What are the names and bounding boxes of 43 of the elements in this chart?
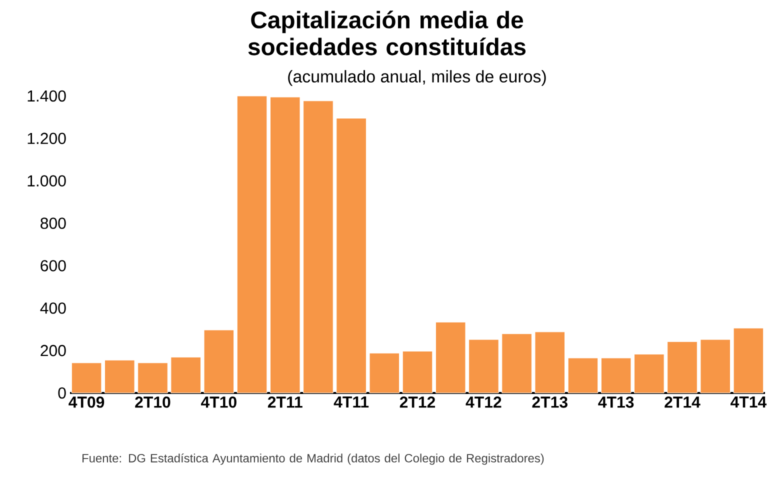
bar bbox=[435, 322, 466, 394]
bar bbox=[204, 330, 234, 394]
x-tick-label: 4T13 bbox=[598, 396, 634, 408]
bar bbox=[534, 332, 566, 394]
x-tick-label: 4T12 bbox=[466, 396, 502, 408]
x-tick-label: 4T09 bbox=[68, 396, 104, 408]
x-tick-label: 2T13 bbox=[532, 396, 568, 408]
bar bbox=[667, 341, 698, 394]
y-tick-label: 800 bbox=[40, 218, 66, 229]
bar bbox=[236, 96, 268, 394]
x-tick-label: 2T14 bbox=[664, 396, 700, 408]
bar bbox=[600, 358, 632, 394]
y-tick-label: 1.400 bbox=[28, 90, 66, 102]
bar bbox=[402, 350, 433, 394]
source-note: Fuente: DG Estadística Ayuntamiento de Madrid (datos del Colegio de Registradores) bbox=[82, 454, 544, 465]
bar bbox=[138, 362, 168, 394]
bar bbox=[336, 118, 366, 394]
bar bbox=[170, 356, 201, 394]
chart-subtitle: (acumulado anual, miles de euros) bbox=[288, 70, 546, 86]
bar bbox=[502, 334, 532, 394]
bar bbox=[71, 362, 102, 394]
chart-title: Capitalización media de sociedades constituídas bbox=[248, 10, 526, 56]
x-tick-label: 4T11 bbox=[334, 396, 369, 408]
y-tick-label: 200 bbox=[40, 344, 66, 356]
x-tick-label: 4T14 bbox=[730, 396, 767, 408]
bar bbox=[634, 354, 664, 394]
bar bbox=[104, 360, 135, 394]
x-tick-label: 2T10 bbox=[135, 396, 170, 408]
y-tick-label: 1.000 bbox=[28, 175, 66, 186]
bar bbox=[369, 352, 400, 394]
bar bbox=[700, 339, 731, 394]
x-tick-label: 2T12 bbox=[400, 396, 436, 408]
bar bbox=[303, 100, 334, 394]
x-tick-label: 4T10 bbox=[201, 396, 236, 408]
x-tick-label: 2T11 bbox=[268, 396, 302, 408]
y-tick-label: 1.200 bbox=[28, 132, 66, 144]
bar bbox=[568, 358, 598, 394]
bar bbox=[270, 96, 300, 394]
bar bbox=[733, 328, 764, 394]
bar bbox=[468, 339, 499, 394]
y-tick-label: 600 bbox=[40, 260, 66, 272]
y-tick-label: 400 bbox=[40, 302, 66, 314]
y-tick-label: 0 bbox=[58, 387, 66, 399]
